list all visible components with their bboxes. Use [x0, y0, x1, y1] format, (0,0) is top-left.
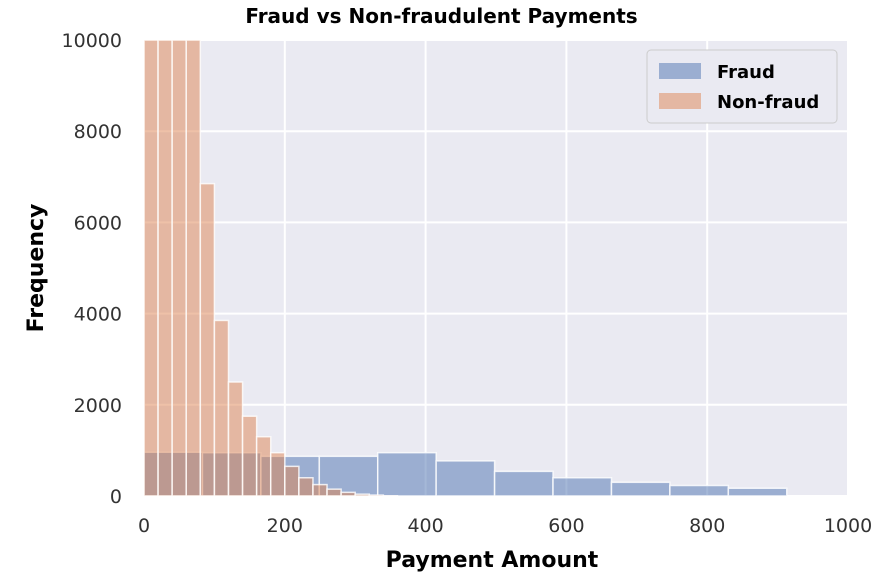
y-tick-label: 8000: [74, 121, 122, 143]
x-tick-label: 200: [267, 515, 303, 537]
bars: [143, 39, 788, 497]
legend-label-fraud: Fraud: [717, 62, 775, 83]
bar-non-fraud: [185, 39, 202, 497]
y-axis-label: Frequency: [24, 204, 49, 333]
legend-swatch-non-fraud: [659, 93, 701, 109]
y-tick-label: 10000: [62, 30, 122, 52]
y-tick-label: 4000: [74, 304, 122, 326]
x-tick-label: 1000: [824, 515, 872, 537]
bar-non-fraud: [227, 381, 244, 497]
bar-non-fraud: [340, 491, 356, 497]
chart-title: Fraud vs Non-fraudulent Payments: [245, 4, 638, 28]
bar-fraud: [435, 460, 496, 497]
bar-fraud: [610, 481, 671, 497]
bar-non-fraud: [354, 493, 371, 497]
legend: Fraud Non-fraud: [646, 49, 838, 124]
bar-non-fraud: [143, 39, 159, 497]
bar-non-fraud: [368, 494, 385, 497]
bar-non-fraud: [269, 451, 286, 497]
bar-fraud: [669, 484, 730, 497]
x-tick-label: 800: [689, 515, 725, 537]
x-axis-label: Payment Amount: [386, 548, 599, 573]
x-tick-label: 400: [407, 515, 443, 537]
bar-fraud: [552, 477, 613, 497]
legend-swatch-fraud: [659, 63, 701, 79]
x-tick-label: 0: [138, 515, 150, 537]
y-axis-ticks: 0 2000 4000 6000 8000 10000: [62, 30, 122, 508]
bar-non-fraud: [255, 435, 272, 497]
legend-label-non-fraud: Non-fraud: [717, 92, 819, 113]
bar-non-fraud: [298, 477, 314, 497]
bar-non-fraud: [284, 465, 300, 497]
x-axis-ticks: 0 200 400 600 800 1000: [138, 515, 872, 537]
y-tick-label: 6000: [74, 212, 122, 234]
y-tick-label: 2000: [74, 395, 122, 417]
bar-non-fraud: [241, 415, 258, 497]
y-tick-label: 0: [110, 486, 122, 508]
bar-fraud: [727, 487, 788, 497]
bar-fraud: [376, 451, 437, 497]
bar-fraud: [493, 470, 554, 497]
bar-non-fraud: [171, 39, 187, 497]
bar-non-fraud: [157, 39, 173, 497]
x-tick-label: 600: [548, 515, 584, 537]
bar-non-fraud: [312, 483, 328, 497]
bar-non-fraud: [213, 319, 230, 497]
bar-non-fraud: [326, 488, 342, 497]
bar-fraud: [318, 455, 379, 497]
bar-non-fraud: [199, 182, 216, 497]
